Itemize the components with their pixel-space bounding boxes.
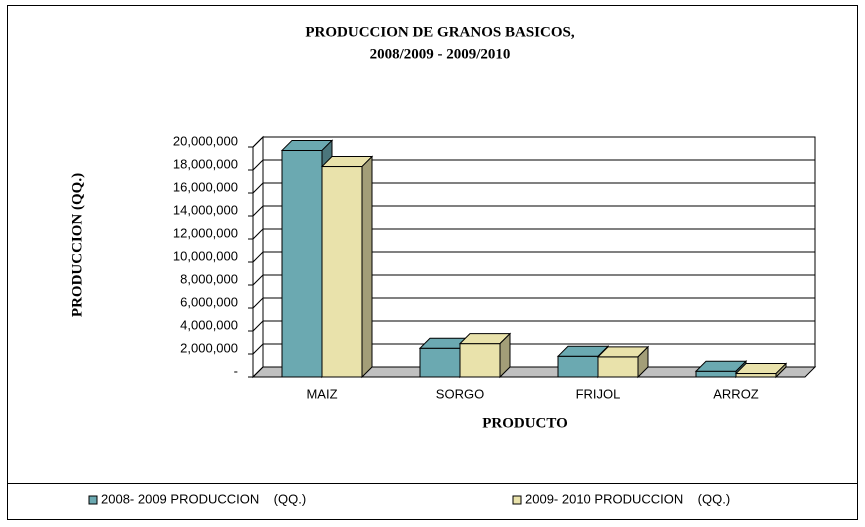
y-tick-label: 18,000,000 <box>173 156 238 171</box>
bar-side <box>361 155 373 379</box>
y-axis-title: PRODUCCION (QQ.) <box>69 173 85 317</box>
x-axis-title: PRODUCTO <box>482 415 568 431</box>
grid-line <box>252 205 264 217</box>
x-tick-label: ARROZ <box>713 386 759 401</box>
bar-front <box>597 356 639 378</box>
grid-line <box>252 159 264 171</box>
grid-line <box>252 297 264 309</box>
bar-side <box>637 345 649 379</box>
y-tick-label: 16,000,000 <box>173 179 238 194</box>
chart-title: 2008/2009 - 2009/2010 <box>370 46 511 62</box>
legend-swatch <box>512 495 522 505</box>
grid-line <box>252 274 264 286</box>
grid-line <box>252 320 264 332</box>
bar-front <box>321 166 363 378</box>
bar-front <box>419 347 461 378</box>
grid-line <box>252 251 264 263</box>
x-tick-label: MAIZ <box>306 386 337 401</box>
y-tick-label: 8,000,000 <box>180 271 238 286</box>
bar-front <box>459 343 501 378</box>
x-tick-label: SORGO <box>436 386 484 401</box>
y-tick-label: 20,000,000 <box>173 133 238 148</box>
bar-front <box>557 355 599 378</box>
y-tick-label: 4,000,000 <box>180 317 238 332</box>
bar-front <box>735 373 777 378</box>
y-tick-label: 2,000,000 <box>180 340 238 355</box>
grid-line <box>252 136 264 148</box>
bar-side <box>775 362 787 379</box>
grid-line <box>252 366 264 378</box>
legend-swatch <box>88 495 98 505</box>
chart-title: PRODUCCION DE GRANOS BASICOS, <box>305 24 574 40</box>
legend-label: 2008- 2009 PRODUCCION (QQ.) <box>101 491 306 506</box>
y-tick-label: - <box>234 363 238 378</box>
bar-front <box>281 149 323 378</box>
legend-box <box>7 483 858 520</box>
bar-side <box>499 332 511 379</box>
y-tick-label: 12,000,000 <box>173 225 238 240</box>
y-tick-label: 10,000,000 <box>173 248 238 263</box>
bar-front <box>695 370 737 378</box>
y-tick-label: 6,000,000 <box>180 294 238 309</box>
legend-label: 2009- 2010 PRODUCCION (QQ.) <box>525 491 730 506</box>
grid-line <box>252 182 264 194</box>
y-tick-label: 14,000,000 <box>173 202 238 217</box>
grid-line <box>252 228 264 240</box>
x-tick-label: FRIJOL <box>576 386 621 401</box>
grid-line <box>252 343 264 355</box>
